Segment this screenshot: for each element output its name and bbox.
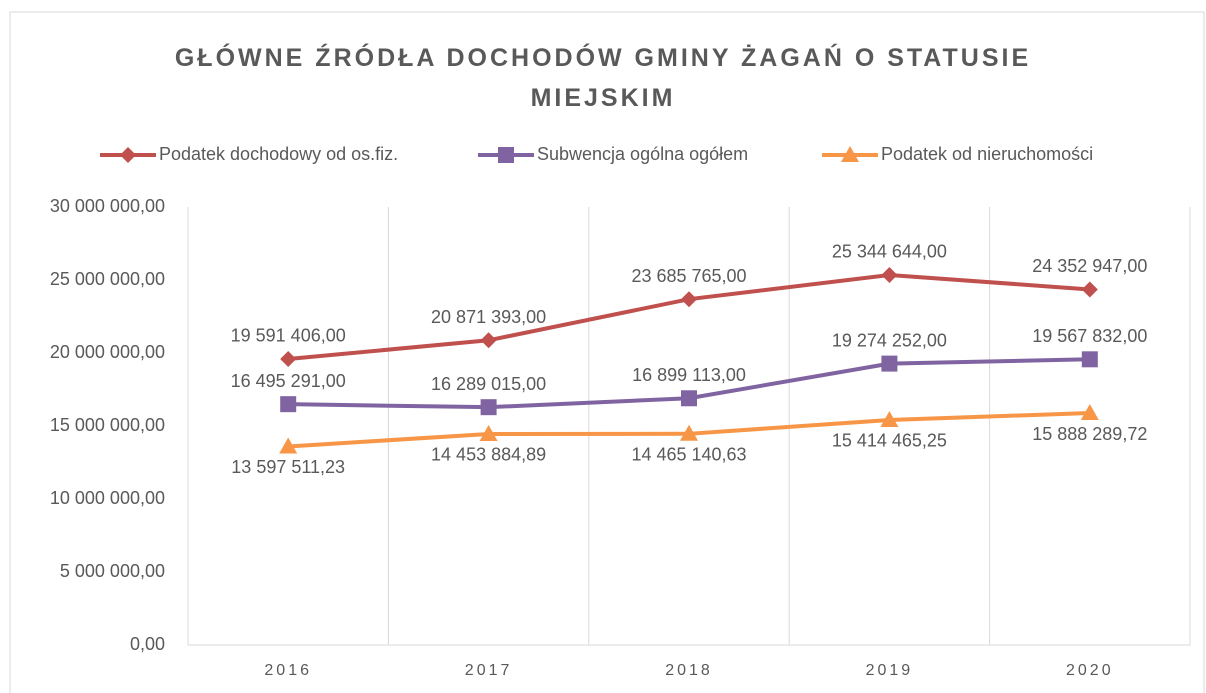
data-label: 19 591 406,00 <box>231 326 346 346</box>
data-label: 16 289 015,00 <box>431 374 546 394</box>
data-label: 25 344 644,00 <box>832 242 947 262</box>
point-marker <box>681 390 697 407</box>
legend-label: Podatek od nieruchomości <box>881 144 1093 164</box>
y-tick-label: 5 000 000,00 <box>60 561 165 581</box>
y-tick-label: 10 000 000,00 <box>50 488 165 508</box>
legend-marker <box>841 146 859 162</box>
legend-label: Subwencja ogólna ogółem <box>537 144 748 164</box>
chart-title: GŁÓWNE ŹRÓDŁA DOCHODÓW GMINY ŻAGAŃ O STA… <box>174 44 1032 112</box>
data-label: 24 352 947,00 <box>1032 256 1147 276</box>
point-marker <box>479 424 498 441</box>
y-tick-label: 0,00 <box>130 634 165 654</box>
x-tick-label: 2019 <box>866 662 914 679</box>
x-tick-label: 2017 <box>465 662 513 679</box>
legend-marker <box>498 147 514 163</box>
y-tick-label: 15 000 000,00 <box>50 415 165 435</box>
x-tick-label: 2016 <box>264 662 312 679</box>
point-marker <box>881 266 898 283</box>
chart-border <box>9 11 1205 693</box>
data-label: 20 871 393,00 <box>431 307 546 327</box>
point-marker <box>1081 281 1098 298</box>
data-label: 14 453 884,89 <box>431 445 546 465</box>
data-label: 16 899 113,00 <box>632 365 746 385</box>
data-label: 15 414 465,25 <box>832 431 947 451</box>
data-label: 16 495 291,00 <box>231 371 346 391</box>
y-tick-label: 30 000 000,00 <box>50 196 165 216</box>
point-marker <box>280 350 297 367</box>
data-label: 14 465 140,63 <box>631 445 746 465</box>
point-marker <box>1080 404 1099 421</box>
point-marker <box>279 437 298 454</box>
point-marker <box>881 355 898 372</box>
point-marker <box>1081 351 1098 368</box>
point-marker <box>480 332 497 349</box>
x-tick-label: 2020 <box>1066 662 1114 679</box>
legend-marker <box>120 147 136 163</box>
data-label: 19 274 252,00 <box>832 330 947 350</box>
point-marker <box>680 424 698 441</box>
data-label: 23 685 765,00 <box>631 266 746 286</box>
data-label: 15 888 289,72 <box>1032 424 1147 444</box>
y-tick-label: 25 000 000,00 <box>50 269 165 289</box>
legend-label: Podatek dochodowy od os.fiz. <box>159 144 398 164</box>
data-label: 19 567 832,00 <box>1032 326 1147 346</box>
point-marker <box>681 291 697 308</box>
point-marker <box>880 410 899 427</box>
point-marker <box>280 396 297 413</box>
y-tick-label: 20 000 000,00 <box>50 342 165 362</box>
data-label: 13 597 511,23 <box>231 457 345 477</box>
point-marker <box>480 399 497 416</box>
x-tick-label: 2018 <box>665 662 713 679</box>
